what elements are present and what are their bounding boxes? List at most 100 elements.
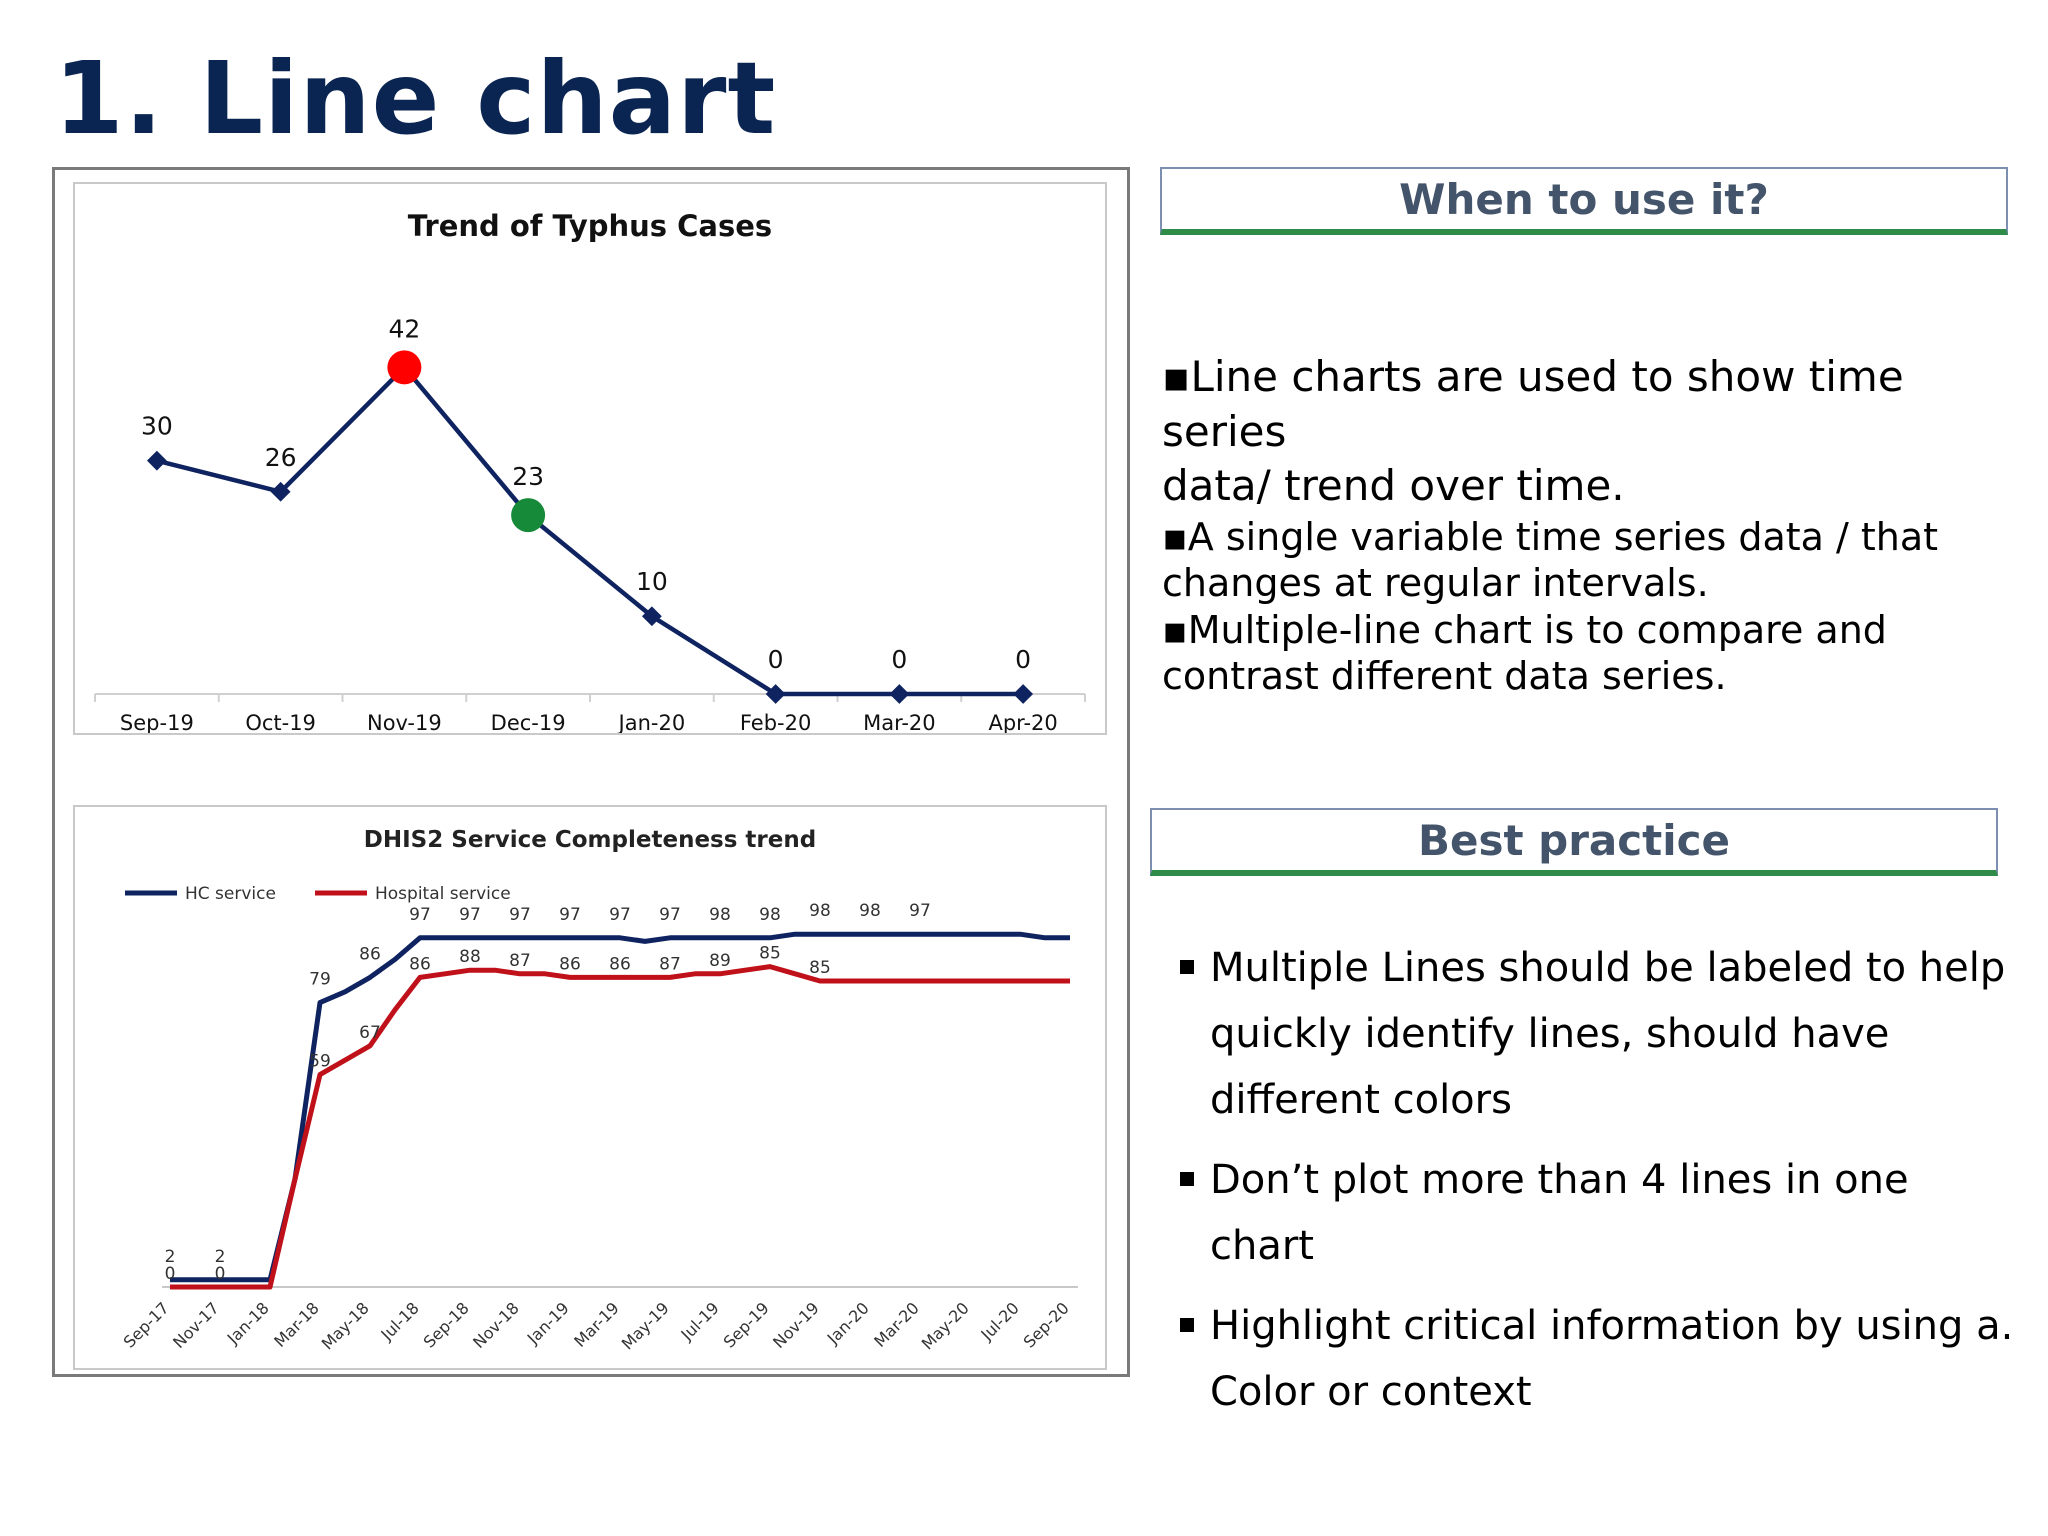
- x-tick-label: Nov-18: [469, 1298, 523, 1352]
- best-practice-item: Multiple Lines should be labeled to help…: [1210, 945, 2006, 1123]
- highlight-marker: [387, 350, 422, 385]
- data-label: 97: [659, 905, 681, 925]
- when-line: contrast different data series.: [1162, 653, 1727, 698]
- chart-title: DHIS2 Service Completeness trend: [364, 827, 816, 853]
- when-line: ▪A single variable time series data / th…: [1162, 514, 1939, 559]
- data-marker: [146, 450, 167, 471]
- data-label: 98: [859, 901, 881, 921]
- x-tick-label: Nov-19: [367, 711, 442, 733]
- data-label: 67: [359, 1023, 381, 1043]
- x-tick-label: Jan-18: [223, 1298, 273, 1348]
- x-tick-label: Apr-20: [988, 711, 1057, 733]
- series-line: [170, 931, 1070, 1283]
- data-label: 97: [409, 905, 431, 925]
- list-item: Highlight critical information by using …: [1180, 1293, 2020, 1425]
- data-label: 97: [909, 901, 931, 921]
- x-tick-label: Sep-19: [120, 711, 194, 733]
- data-label: 97: [509, 905, 531, 925]
- data-label: 23: [512, 462, 544, 491]
- data-label: 79: [309, 970, 331, 990]
- data-label: 86: [359, 944, 381, 964]
- series-line: [170, 964, 1070, 1290]
- x-tick-label: Jan-20: [823, 1298, 873, 1348]
- data-label: 97: [559, 905, 581, 925]
- typhus-line-chart: Trend of Typhus Cases 30 Sep-19 26 Oct-19 42 N…: [94, 209, 1086, 733]
- x-tick-label: Nov-19: [769, 1298, 823, 1352]
- x-tick-label: Sep-17: [120, 1298, 173, 1351]
- data-label: 30: [141, 412, 173, 441]
- completeness-line-chart: DHIS2 Service Completeness trend HC servi…: [120, 827, 1078, 1354]
- data-label: 97: [459, 905, 481, 925]
- best-practice-list: Multiple Lines should be labeled to help…: [1180, 935, 2020, 1439]
- x-tick-label: Feb-20: [740, 711, 811, 733]
- data-label: 98: [759, 905, 781, 925]
- data-label: 0: [215, 1264, 226, 1284]
- data-label: 2: [165, 1247, 176, 1267]
- data-label: 98: [709, 905, 731, 925]
- typhus-chart-panel: Trend of Typhus Cases 30 Sep-19 26 Oct-19 42 N…: [73, 182, 1107, 735]
- x-tick-label: Oct-19: [245, 711, 316, 733]
- data-marker: [270, 481, 291, 502]
- when-to-use-title: When to use it?: [1399, 174, 1769, 224]
- bullet-square-icon: [1180, 960, 1194, 974]
- data-marker: [1013, 684, 1034, 704]
- x-tick-label: Jul-18: [377, 1298, 423, 1344]
- data-label: 97: [609, 905, 631, 925]
- series-line: [156, 365, 1024, 697]
- best-practice-title: Best practice: [1417, 815, 1731, 865]
- data-label: 0: [891, 645, 907, 674]
- data-label: 26: [265, 443, 297, 472]
- when-to-use-header: When to use it?: [1160, 167, 2008, 235]
- completeness-chart-panel: DHIS2 Service Completeness trend HC servi…: [73, 805, 1107, 1370]
- x-tick-label: Mar-20: [870, 1298, 923, 1351]
- data-label: 42: [388, 314, 420, 343]
- x-tick-label: Mar-19: [570, 1298, 623, 1351]
- data-label: 87: [659, 954, 681, 974]
- x-tick-label: Jul-19: [677, 1298, 723, 1344]
- x-tick-label: Sep-19: [720, 1298, 773, 1351]
- charts-frame: Trend of Typhus Cases 30 Sep-19 26 Oct-19 42 N…: [52, 167, 1130, 1377]
- data-label: 98: [809, 901, 831, 921]
- best-practice-header: Best practice: [1150, 808, 1998, 876]
- data-label: 87: [509, 951, 531, 971]
- legend-label: Hospital service: [375, 884, 511, 904]
- when-line: data/ trend over time.: [1162, 461, 1625, 511]
- data-label: 85: [759, 944, 781, 964]
- x-tick-label: Sep-20: [1020, 1298, 1073, 1351]
- when-line: ▪Multiple-line chart is to compare and: [1162, 607, 1887, 652]
- x-tick-label: Nov-17: [169, 1298, 223, 1352]
- data-label: 0: [1015, 645, 1031, 674]
- x-tick-label: Dec-19: [491, 711, 566, 733]
- x-tick-label: May-18: [318, 1298, 373, 1353]
- data-marker: [889, 684, 910, 704]
- x-tick-label: Jul-20: [977, 1298, 1023, 1344]
- list-item: Multiple Lines should be labeled to help…: [1180, 935, 2020, 1133]
- data-label: 59: [309, 1052, 331, 1072]
- when-to-use-text: ▪Line charts are used to show time serie…: [1162, 350, 2032, 699]
- legend-label: HC service: [185, 884, 276, 904]
- chart-title: Trend of Typhus Cases: [408, 209, 772, 243]
- data-label: 85: [809, 958, 831, 978]
- slide-title: 1. Line chart: [54, 40, 777, 157]
- highlight-marker: [511, 498, 546, 533]
- list-item: Don’t plot more than 4 lines in one char…: [1180, 1147, 2020, 1279]
- data-label: 0: [768, 645, 784, 674]
- x-tick-label: Jan-19: [523, 1298, 573, 1348]
- data-label: 88: [459, 947, 481, 967]
- bullet-square-icon: [1180, 1172, 1194, 1186]
- data-label: 0: [165, 1264, 176, 1284]
- best-practice-item: Highlight critical information by using …: [1210, 1303, 2014, 1415]
- x-tick-label: Sep-18: [420, 1298, 473, 1351]
- data-label: 86: [409, 954, 431, 974]
- x-tick-label: Mar-18: [270, 1298, 323, 1351]
- x-tick-label: May-19: [618, 1298, 673, 1353]
- when-line: changes at regular intervals.: [1162, 561, 1709, 606]
- x-tick-label: May-20: [918, 1298, 973, 1353]
- data-label: 86: [609, 954, 631, 974]
- bullet-square-icon: [1180, 1318, 1194, 1332]
- data-label: 10: [636, 567, 668, 596]
- x-tick-label: Mar-20: [863, 711, 936, 733]
- when-line: ▪Line charts are used to show time serie…: [1162, 352, 1904, 456]
- best-practice-item: Don’t plot more than 4 lines in one char…: [1210, 1157, 1909, 1269]
- x-tick-label: Jan-20: [617, 711, 686, 733]
